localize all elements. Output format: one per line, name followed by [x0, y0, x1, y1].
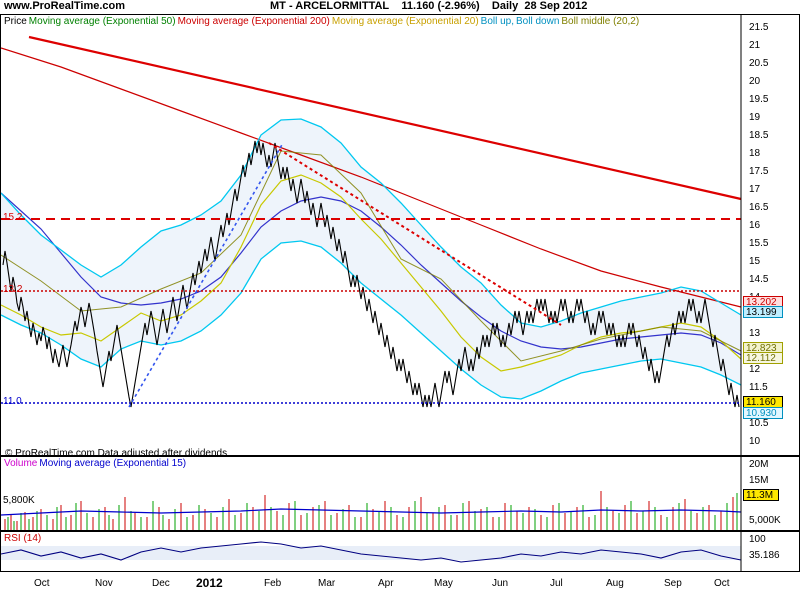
svg-text:12: 12 [749, 364, 761, 375]
price-axis-ticks: 21.5 21 20.5 20 19.5 19 18.5 18 17.5 17 … [749, 22, 769, 447]
price-tag-bollupper: 13.199 [743, 306, 783, 318]
svg-text:18: 18 [749, 148, 761, 159]
legend-item-rsi: RSI (14) [4, 533, 42, 544]
rsi-legend: RSI (14) [4, 533, 43, 544]
time-tick-oct2: Oct [714, 578, 730, 589]
svg-text:19.5: 19.5 [749, 94, 769, 105]
quote-date: 28 Sep 2012 [524, 0, 588, 12]
volume-legend: Volume Moving average (Exponential 15) [4, 458, 188, 469]
price-plot[interactable]: 21.5 21 20.5 20 19.5 19 18.5 18 17.5 17 … [1, 15, 799, 455]
svg-text:11.5: 11.5 [749, 382, 768, 393]
time-tick-aug: Aug [606, 578, 624, 589]
time-tick-jun: Jun [492, 578, 509, 589]
time-tick-mar: Mar [318, 578, 336, 589]
svg-text:21: 21 [749, 40, 761, 51]
time-tick-dec: Dec [152, 578, 170, 589]
svg-text:21.5: 21.5 [749, 22, 769, 33]
legend-item-ema50: Moving average (Exponential 50) [28, 16, 176, 27]
rsi-axis-ticks: 100 35.186 [749, 534, 780, 561]
legend-item-volume-ma: Moving average (Exponential 15) [39, 458, 187, 469]
legend-item-bolldown: Boll down [516, 16, 560, 27]
volume-tag-last: 11.3M [743, 489, 779, 501]
rsi-line [1, 541, 742, 563]
volume-bars-down [7, 493, 738, 530]
svg-text:20: 20 [749, 76, 761, 87]
time-axis: Oct Nov Dec 2012 Feb Mar Apr May Jun Jul… [0, 572, 800, 600]
svg-text:16: 16 [749, 220, 761, 231]
svg-text:13: 13 [749, 328, 761, 339]
time-tick-jul: Jul [550, 578, 563, 589]
svg-text:35.186: 35.186 [749, 550, 780, 561]
instrument-header: MT - ARCELORMITTAL 11.160 (-2.96%) Daily… [270, 0, 587, 12]
svg-text:10: 10 [749, 436, 761, 447]
svg-text:17: 17 [749, 184, 761, 195]
price-tag-bollmiddle: 12.112 [743, 352, 783, 364]
time-tick-2012: 2012 [196, 576, 223, 590]
ema200-line [1, 47, 742, 308]
rsi-plot[interactable]: 100 35.186 [1, 532, 799, 571]
downtrend-line-main [28, 35, 742, 201]
price-chart-panel[interactable]: 21.5 21 20.5 20 19.5 19 18.5 18 17.5 17 … [0, 14, 800, 459]
svg-text:17.5: 17.5 [749, 166, 769, 177]
svg-text:15M: 15M [749, 475, 768, 486]
volume-plot[interactable]: 20M 15M 10M 5,000K [1, 457, 799, 530]
hline-label-15-2: 15.2 [3, 212, 23, 223]
site-title: www.ProRealTime.com [4, 0, 126, 12]
time-tick-feb: Feb [264, 578, 282, 589]
uptrend-line [128, 142, 284, 408]
svg-text:18.5: 18.5 [749, 130, 769, 141]
legend-item-bollup: Boll up, [480, 16, 515, 27]
time-tick-sep: Sep [664, 578, 682, 589]
bollinger-band-fill [1, 119, 741, 399]
timeframe: Daily [491, 0, 519, 12]
hline-label-13-2: 13.2 [3, 284, 23, 295]
volume-bars-up [4, 491, 734, 530]
svg-text:15.5: 15.5 [749, 238, 769, 249]
legend-item-price: Price [4, 16, 27, 27]
legend-item-ema200: Moving average (Exponential 200) [177, 16, 330, 27]
rsi-chart-panel[interactable]: 100 35.186 RSI (14) [0, 531, 800, 572]
time-tick-nov: Nov [95, 578, 113, 589]
svg-text:100: 100 [749, 534, 766, 545]
instrument-name: MT - ARCELORMITTAL [270, 0, 390, 12]
svg-text:20.5: 20.5 [749, 58, 769, 69]
svg-text:20M: 20M [749, 459, 768, 470]
hline-label-11-0: 11.0 [3, 396, 22, 407]
time-tick-apr: Apr [378, 578, 394, 589]
rsi-band [1, 546, 741, 560]
legend-item-volume: Volume [4, 458, 38, 469]
copyright-notice: © ProRealTime.com Data adjusted after di… [5, 448, 228, 459]
time-tick-oct: Oct [34, 578, 50, 589]
svg-text:19: 19 [749, 112, 761, 123]
price-candles [2, 140, 740, 408]
volume-ma-line [1, 508, 742, 516]
ema20-line [1, 174, 742, 372]
legend-item-bollmiddle: Boll middle (20,2) [561, 16, 640, 27]
svg-text:16.5: 16.5 [749, 202, 769, 213]
svg-text:5,000K: 5,000K [749, 515, 781, 526]
price-legend: Price Moving average (Exponential 50) Movi… [4, 16, 641, 27]
svg-text:10.5: 10.5 [749, 418, 769, 429]
price-tag-bolllower: 10.930 [743, 407, 783, 419]
legend-item-ema20: Moving average (Exponential 20) [331, 16, 479, 27]
time-tick-may: May [434, 578, 453, 589]
last-price: 11.160 (-2.96%) [401, 0, 480, 12]
chart-header: www.ProRealTime.com MT - ARCELORMITTAL 1… [0, 0, 800, 14]
svg-text:15: 15 [749, 256, 761, 267]
volume-ma-value-label: 5,800K [3, 495, 35, 506]
bollinger-upper-line [1, 118, 742, 328]
svg-text:14.5: 14.5 [749, 274, 769, 285]
